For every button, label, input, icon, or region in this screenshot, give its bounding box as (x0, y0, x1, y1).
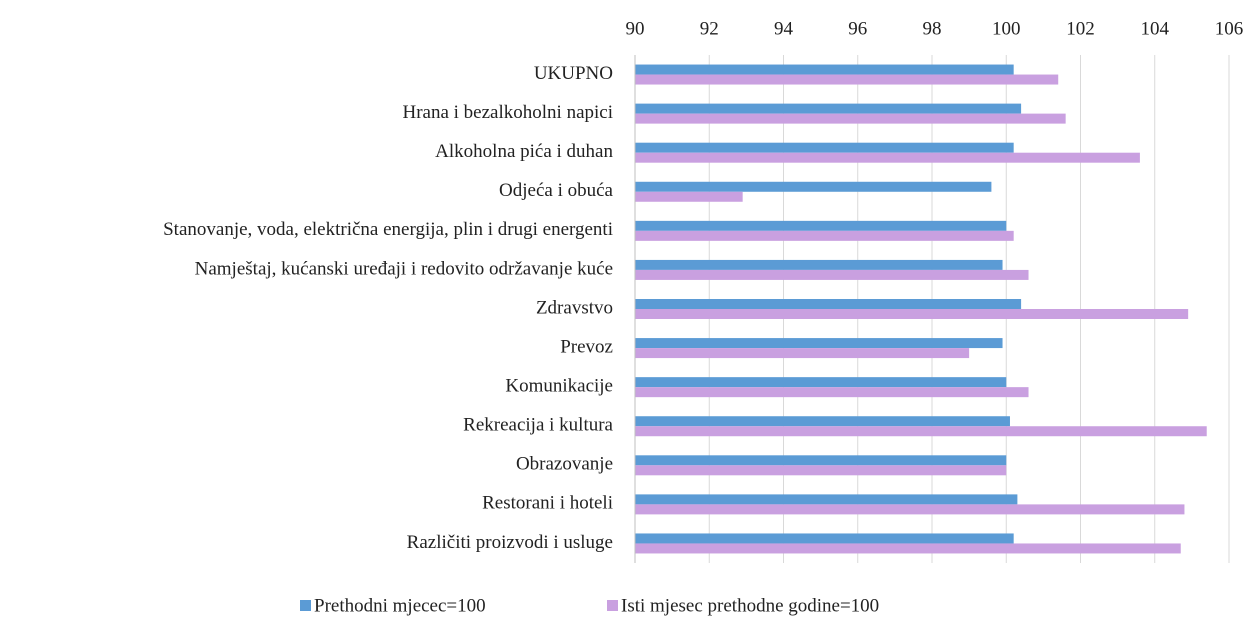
bar (635, 259, 1003, 270)
bar (635, 64, 1014, 75)
y-tick-label: Zdravstvo (536, 297, 613, 318)
bar (635, 152, 1140, 163)
bar (635, 533, 1014, 544)
bar (635, 113, 1066, 124)
bar (635, 220, 1007, 231)
bar (635, 348, 970, 359)
bar (635, 269, 1029, 280)
y-tick-label: Prevoz (560, 336, 613, 357)
bar (635, 494, 1018, 505)
y-tick-label: Restorani i hoteli (482, 493, 613, 514)
bar (635, 299, 1022, 309)
bar (635, 230, 1014, 241)
legend-swatch (300, 600, 311, 611)
legend-label: Isti mjesec prethodne godine=100 (621, 595, 879, 616)
bar (635, 543, 1181, 554)
bar (635, 103, 1022, 114)
y-tick-label: UKUPNO (534, 63, 613, 84)
bar (635, 377, 1007, 388)
bar (635, 74, 1059, 85)
legend-label: Prethodni mjecec=100 (314, 595, 486, 616)
x-tick-label: 100 (992, 18, 1021, 39)
bar (635, 416, 1010, 427)
y-tick-label: Različiti proizvodi i usluge (407, 532, 613, 553)
x-tick-label: 98 (923, 18, 942, 39)
y-tick-label: Obrazovanje (516, 454, 613, 475)
y-tick-label: Stanovanje, voda, električna energija, p… (163, 219, 613, 240)
bar (635, 455, 1007, 466)
bar (635, 181, 992, 192)
y-tick-label: Odjeća i obuća (499, 180, 614, 201)
x-tick-label: 90 (626, 18, 645, 39)
y-tick-label: Alkoholna pića i duhan (435, 141, 613, 162)
bar (635, 387, 1029, 398)
bar (635, 465, 1007, 476)
bar (635, 426, 1207, 437)
x-tick-label: 96 (848, 18, 867, 39)
bar (635, 338, 1003, 349)
y-tick-label: Rekreacija i kultura (463, 415, 613, 436)
y-tick-label: Komunikacije (505, 376, 613, 397)
bar (635, 142, 1014, 153)
y-tick-label: Namještaj, kućanski uređaji i redovito o… (195, 258, 613, 279)
x-tick-label: 94 (774, 18, 794, 39)
bar (635, 504, 1185, 515)
bar (635, 191, 743, 202)
y-tick-label: Hrana i bezalkoholni napici (402, 102, 613, 123)
x-tick-label: 106 (1215, 18, 1244, 39)
x-tick-label: 102 (1066, 18, 1095, 39)
legend-swatch (607, 600, 618, 611)
bar (635, 309, 1189, 319)
x-tick-label: 92 (700, 18, 719, 39)
x-tick-label: 104 (1141, 18, 1170, 39)
